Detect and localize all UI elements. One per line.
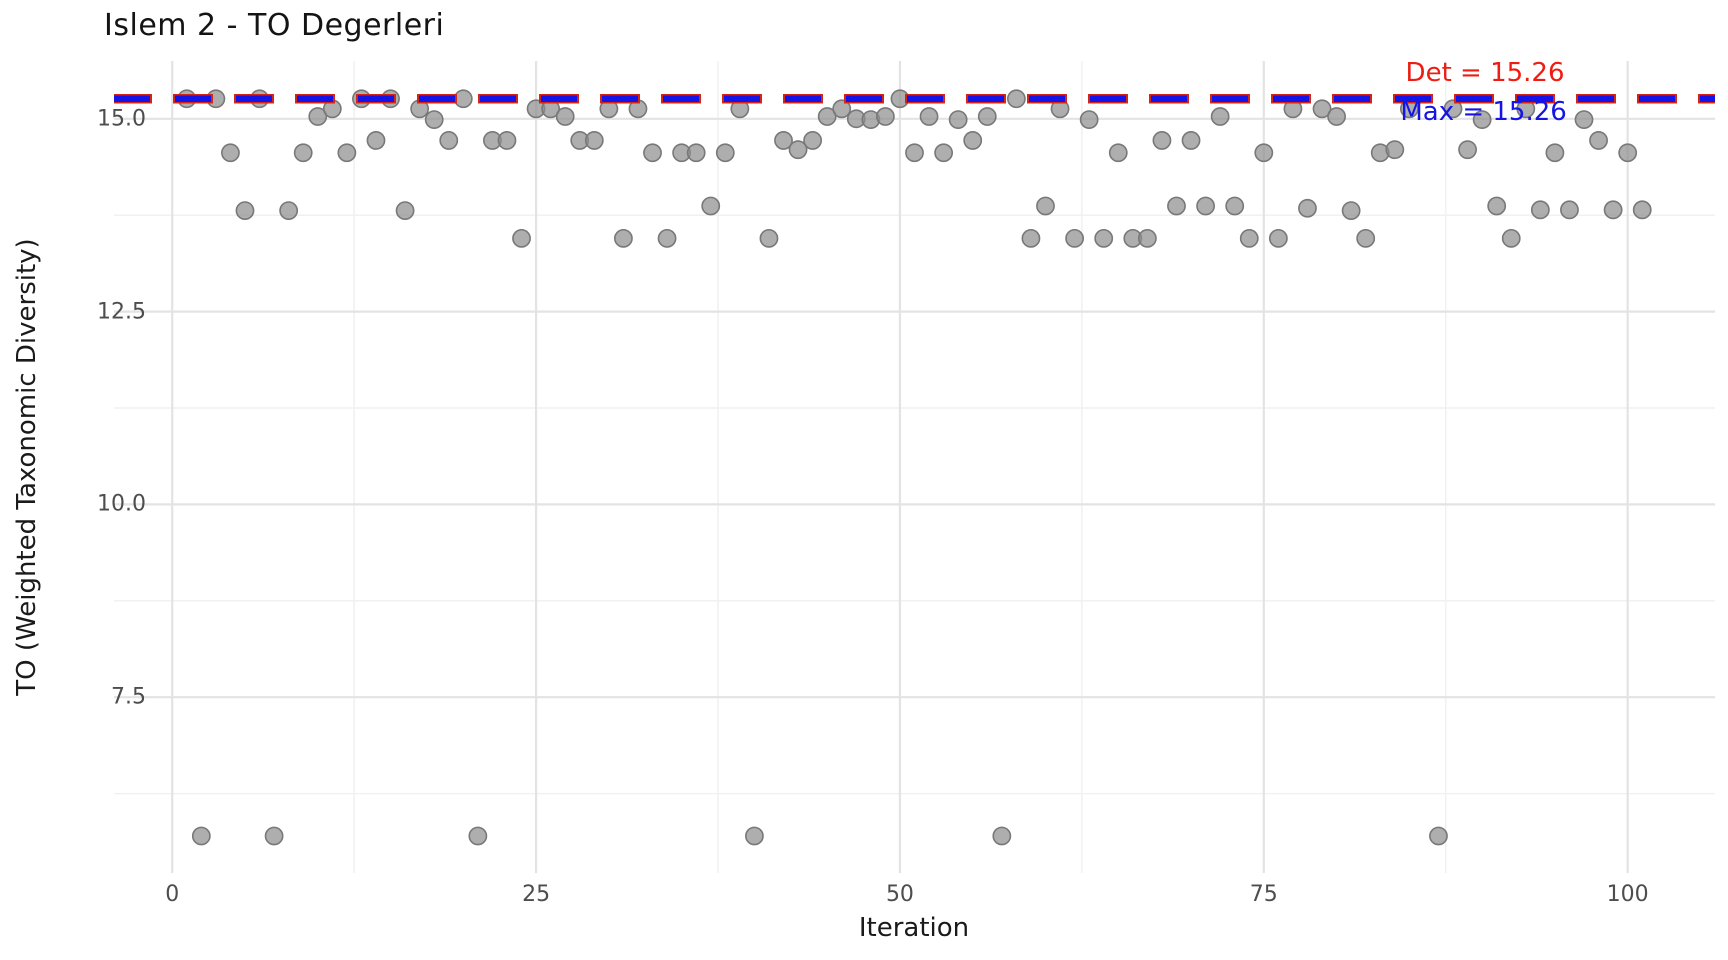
data-point	[1152, 131, 1172, 150]
data-point	[1356, 228, 1376, 248]
data-point	[1210, 107, 1230, 126]
data-point	[555, 107, 575, 126]
data-point	[643, 143, 662, 163]
data-point	[774, 131, 793, 150]
data-point	[1618, 143, 1638, 163]
y-tick-label: 12.5	[97, 299, 146, 325]
data-point	[1589, 131, 1608, 150]
data-point	[963, 131, 983, 150]
data-point	[235, 201, 255, 220]
data-point	[468, 826, 488, 846]
data-point	[1501, 228, 1521, 248]
data-point	[657, 228, 677, 248]
x-tick-label: 50	[885, 882, 914, 907]
data-point	[614, 228, 633, 248]
data-point	[1006, 89, 1026, 109]
data-point	[1036, 196, 1055, 216]
data-point	[992, 826, 1012, 846]
data-point	[366, 131, 386, 150]
data-point	[439, 131, 459, 150]
data-point	[919, 107, 939, 126]
data-point	[424, 110, 444, 130]
data-point	[1429, 826, 1448, 846]
x-tick-label: 75	[1249, 882, 1278, 907]
x-tick-label: 25	[522, 882, 551, 907]
data-point	[1065, 228, 1085, 248]
data-point	[977, 107, 997, 126]
data-point	[1137, 228, 1157, 248]
data-point	[832, 99, 852, 119]
y-tick-label: 15.0	[97, 106, 146, 132]
data-point	[1268, 228, 1288, 248]
data-point	[1487, 196, 1507, 216]
x-tick-label: 0	[165, 882, 180, 907]
data-point	[512, 228, 531, 248]
data-point	[1632, 200, 1652, 220]
data-point	[1196, 196, 1215, 216]
data-point	[1574, 110, 1594, 130]
data-point	[686, 143, 706, 163]
data-point	[1239, 228, 1259, 248]
data-point	[948, 110, 968, 130]
x-tick-label: 100	[1606, 882, 1649, 907]
data-point	[715, 143, 735, 163]
det-value-annotation: Det = 15.26	[1405, 58, 1565, 89]
data-point	[803, 131, 823, 150]
data-point	[497, 131, 517, 150]
y-tick-label: 7.5	[111, 684, 146, 710]
data-point	[191, 826, 211, 846]
data-point	[1385, 140, 1405, 160]
data-point	[1254, 143, 1274, 163]
x-axis-title: Iteration	[858, 913, 970, 943]
data-point	[1181, 131, 1201, 150]
data-point	[1327, 107, 1346, 126]
data-point	[279, 201, 299, 220]
data-point	[1458, 140, 1477, 160]
data-point	[817, 107, 837, 126]
data-point	[293, 143, 313, 163]
data-point	[337, 143, 357, 163]
data-point	[395, 201, 415, 220]
data-point	[759, 228, 779, 248]
data-point	[221, 143, 240, 163]
data-point	[788, 140, 808, 160]
data-point	[1472, 110, 1492, 130]
data-point	[1225, 196, 1245, 216]
data-point	[1341, 201, 1361, 220]
data-point	[1560, 200, 1579, 220]
data-point	[745, 826, 764, 846]
data-point	[1298, 198, 1317, 218]
data-point	[453, 89, 473, 109]
data-point	[264, 826, 284, 846]
data-point	[1530, 200, 1550, 220]
data-point	[701, 196, 721, 216]
data-point	[1603, 200, 1623, 220]
data-point	[1094, 228, 1114, 248]
data-point	[905, 143, 924, 163]
data-point	[1021, 228, 1041, 248]
data-point	[1079, 110, 1099, 130]
max-value-annotation: Max = 15.26	[1400, 96, 1567, 127]
data-point	[1545, 143, 1565, 163]
data-point	[1167, 196, 1186, 216]
y-tick-label: 10.0	[97, 491, 146, 517]
data-point	[934, 143, 954, 163]
data-point	[308, 107, 328, 126]
data-point	[1312, 99, 1332, 119]
chart-title: Islem 2 - TO Degerleri	[104, 8, 445, 43]
data-point	[1108, 143, 1128, 163]
data-point	[1443, 99, 1463, 119]
data-point	[584, 131, 604, 150]
data-point	[875, 107, 895, 126]
